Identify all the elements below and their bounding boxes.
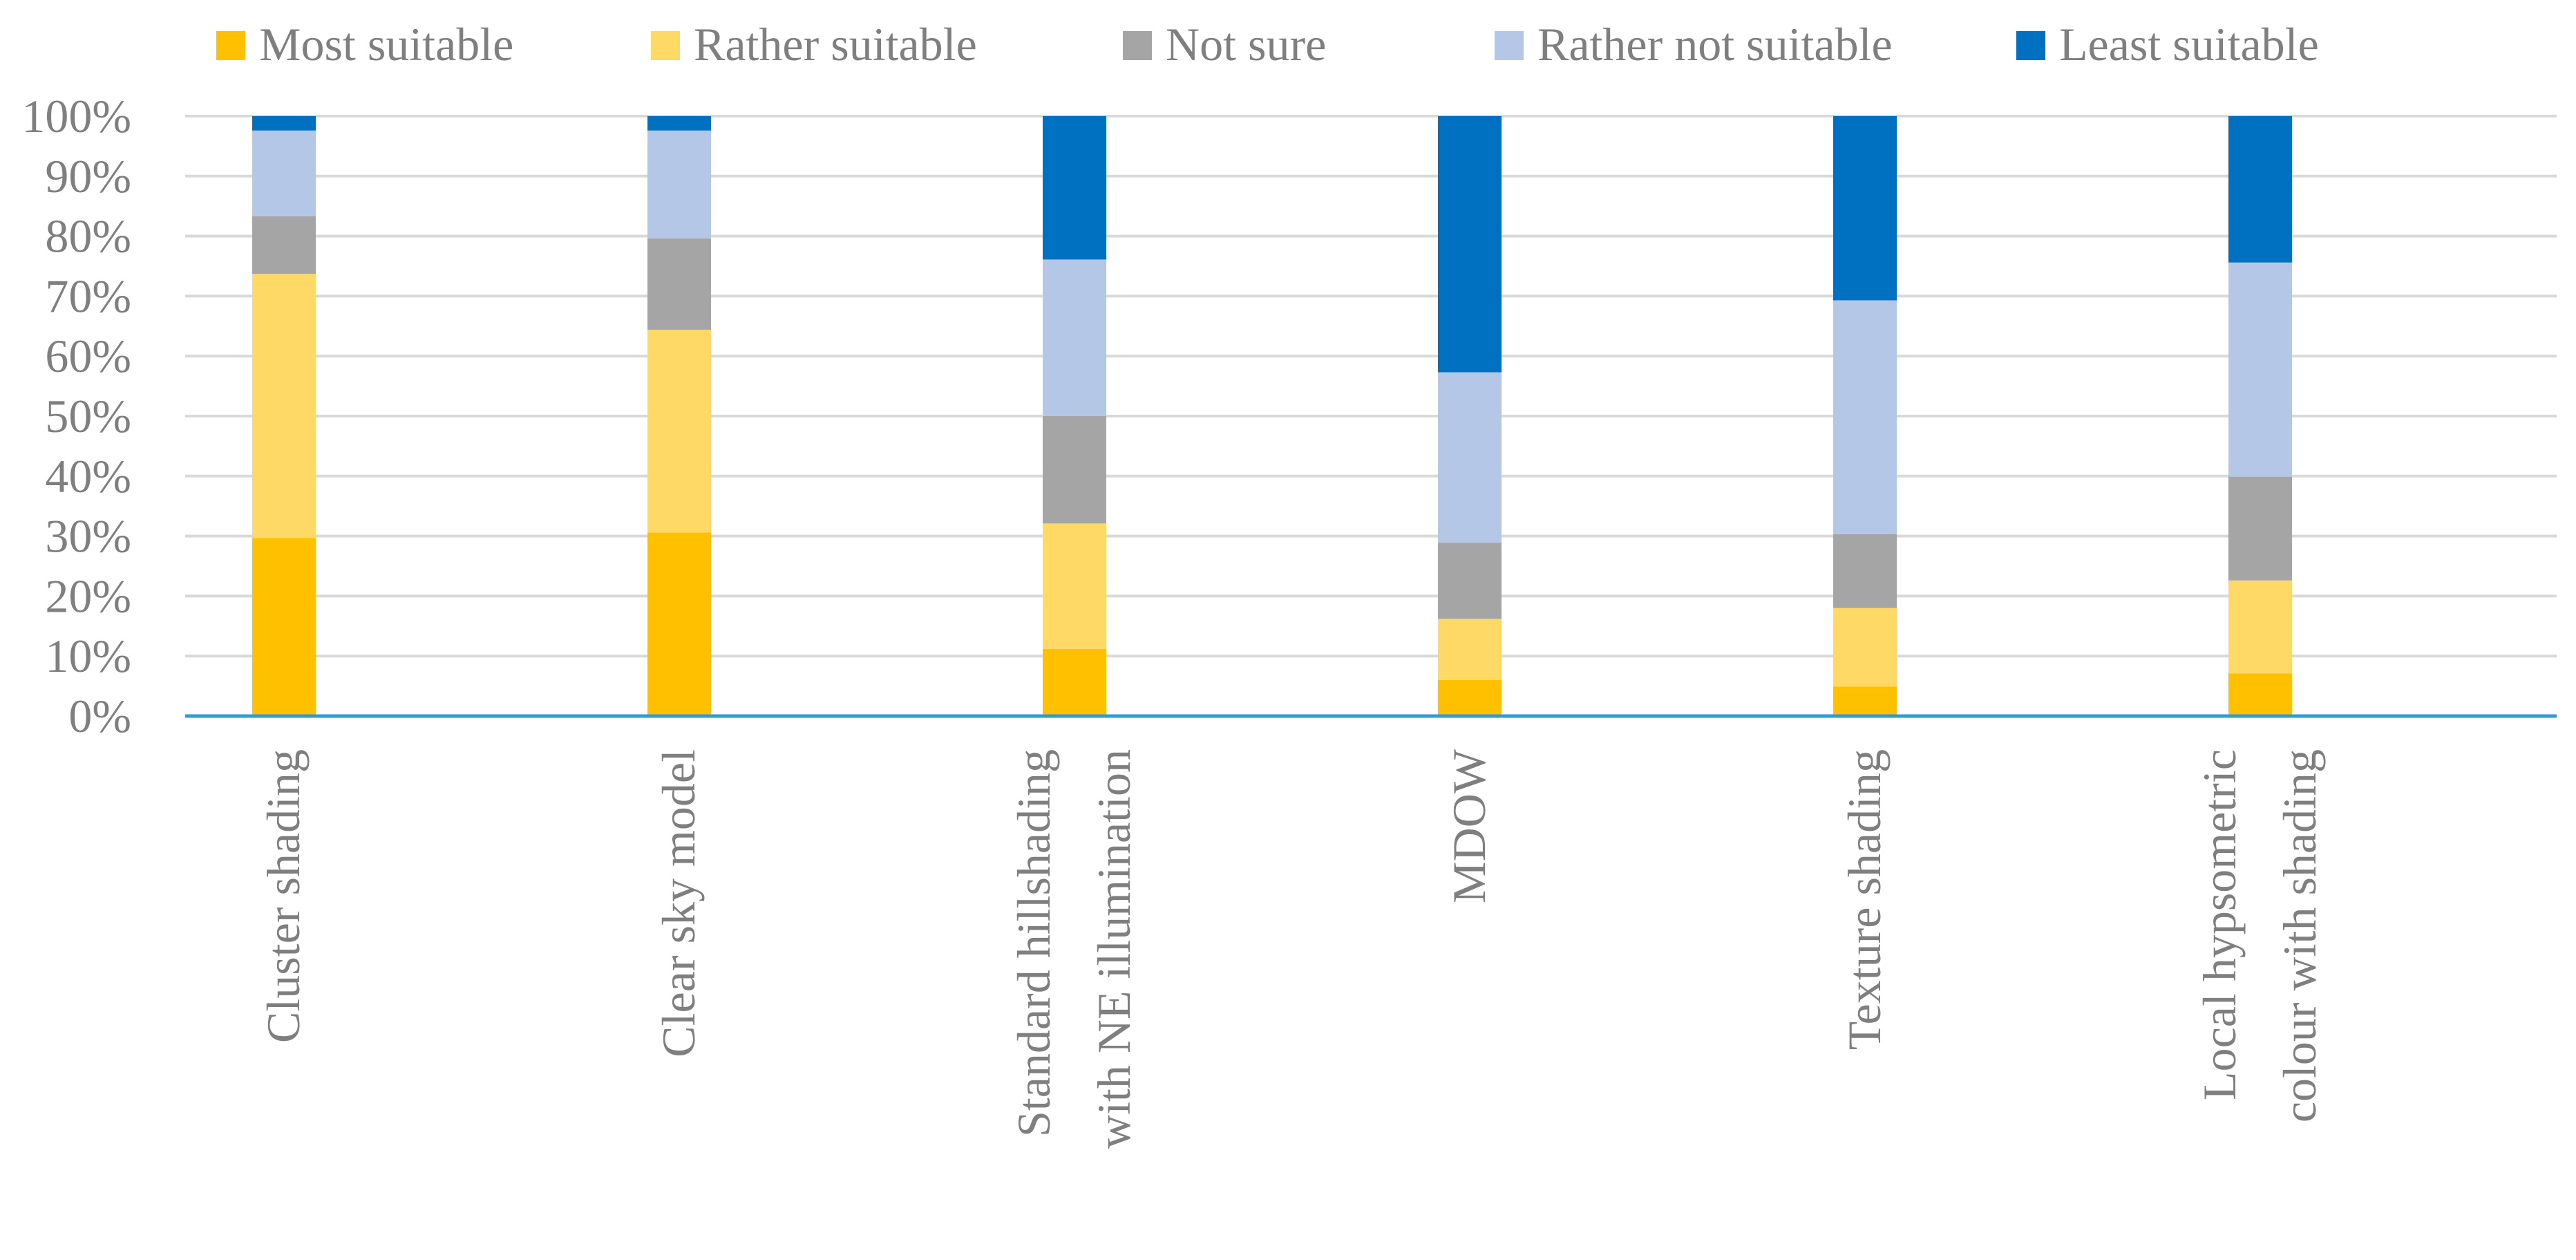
legend-label: Rather not suitable (1537, 18, 1893, 70)
bar-segment-most-suitable-mdow (1438, 679, 1502, 716)
category-label-texture-shading: Texture shading (1838, 749, 1891, 1050)
bar-segment-not-sure-mdow (1438, 543, 1502, 619)
y-tick-label: 40% (45, 450, 131, 502)
y-tick-label: 70% (45, 270, 131, 322)
legend-label: Rather suitable (694, 18, 977, 70)
bar-segment-rather-not-suitable-standard-hillshading (1043, 259, 1106, 416)
y-tick-label: 10% (45, 630, 131, 682)
bar-group-clear-sky-model (647, 116, 711, 716)
bars (252, 116, 2292, 716)
category-label-cluster-shading: Cluster shading (257, 749, 310, 1043)
legend-item-most-suitable: Most suitable (216, 18, 513, 70)
bar-segment-least-suitable-local-hypsometric (2228, 116, 2292, 263)
category-label-mdow: MDOW (1443, 749, 1495, 903)
y-tick-label: 50% (45, 390, 131, 442)
bar-segment-most-suitable-cluster-shading (252, 538, 316, 716)
bar-segment-least-suitable-standard-hillshading (1043, 116, 1106, 260)
bar-segment-most-suitable-clear-sky-model (647, 532, 711, 716)
legend-label: Most suitable (259, 18, 513, 70)
bar-segment-rather-suitable-cluster-shading (252, 274, 316, 538)
y-tick-label: 60% (45, 330, 131, 382)
bar-segment-rather-not-suitable-clear-sky-model (647, 130, 711, 239)
bar-segment-rather-suitable-local-hypsometric (2228, 580, 2292, 674)
bar-segment-least-suitable-cluster-shading (252, 116, 316, 131)
bar-segment-rather-not-suitable-texture-shading (1833, 300, 1897, 534)
bar-segment-rather-not-suitable-local-hypsometric (2228, 262, 2292, 477)
category-label-local-hypsometric: colour with shading (2273, 749, 2326, 1122)
category-label-local-hypsometric: Local hypsometric (2193, 749, 2246, 1100)
bar-segment-most-suitable-standard-hillshading (1043, 648, 1106, 716)
bar-segment-rather-not-suitable-mdow (1438, 372, 1502, 543)
y-tick-label: 90% (45, 150, 131, 203)
legend-item-rather-not-suitable: Rather not suitable (1495, 18, 1893, 70)
legend-label: Not sure (1166, 18, 1326, 70)
gridlines (185, 115, 2557, 658)
bar-group-local-hypsometric (2228, 116, 2292, 716)
bar-segment-not-sure-texture-shading (1833, 534, 1897, 608)
y-axis: 0% 10% 20% 30% 40% 50% 60% 70% 80% 90% 100% (21, 90, 131, 742)
category-label-standard-hillshading: with NE illumination (1088, 749, 1140, 1149)
bar-segment-rather-suitable-mdow (1438, 619, 1502, 680)
bar-segment-rather-suitable-clear-sky-model (647, 330, 711, 533)
bar-segment-not-sure-standard-hillshading (1043, 416, 1106, 524)
legend-item-least-suitable: Least suitable (2016, 18, 2319, 70)
y-tick-label: 30% (45, 510, 131, 563)
bar-group-mdow (1438, 116, 1502, 716)
y-tick-label: 80% (45, 210, 131, 263)
bar-segment-rather-suitable-texture-shading (1833, 608, 1897, 687)
legend-swatch (2016, 31, 2045, 60)
y-tick-label: 0% (68, 690, 131, 742)
y-tick-label: 100% (21, 90, 131, 142)
bar-segment-least-suitable-texture-shading (1833, 116, 1897, 301)
bar-group-standard-hillshading (1043, 116, 1106, 716)
bar-segment-least-suitable-mdow (1438, 116, 1502, 373)
legend-swatch (1123, 31, 1152, 60)
category-label-standard-hillshading: Standard hillshading (1007, 749, 1060, 1137)
bar-segment-rather-not-suitable-cluster-shading (252, 130, 316, 216)
legend: Most suitable Rather suitable Not sure Rath… (216, 18, 2319, 70)
bar-segment-most-suitable-texture-shading (1833, 686, 1897, 716)
bar-segment-not-sure-clear-sky-model (647, 238, 711, 330)
legend-swatch (1495, 31, 1524, 60)
y-tick-label: 20% (45, 570, 131, 622)
legend-swatch (651, 31, 680, 60)
legend-swatch (216, 31, 245, 60)
category-label-clear-sky-model: Clear sky model (652, 749, 705, 1057)
bar-group-cluster-shading (252, 116, 316, 716)
bar-segment-not-sure-cluster-shading (252, 216, 316, 274)
x-axis: Cluster shading Clear sky model Standard h… (185, 714, 2557, 1149)
bar-segment-most-suitable-local-hypsometric (2228, 673, 2292, 716)
bar-segment-least-suitable-clear-sky-model (647, 116, 711, 131)
bar-group-texture-shading (1833, 116, 1897, 716)
legend-label: Least suitable (2059, 18, 2319, 70)
bar-segment-rather-suitable-standard-hillshading (1043, 523, 1106, 649)
legend-item-not-sure: Not sure (1123, 18, 1326, 70)
bar-segment-not-sure-local-hypsometric (2228, 476, 2292, 581)
legend-item-rather-suitable: Rather suitable (651, 18, 977, 70)
